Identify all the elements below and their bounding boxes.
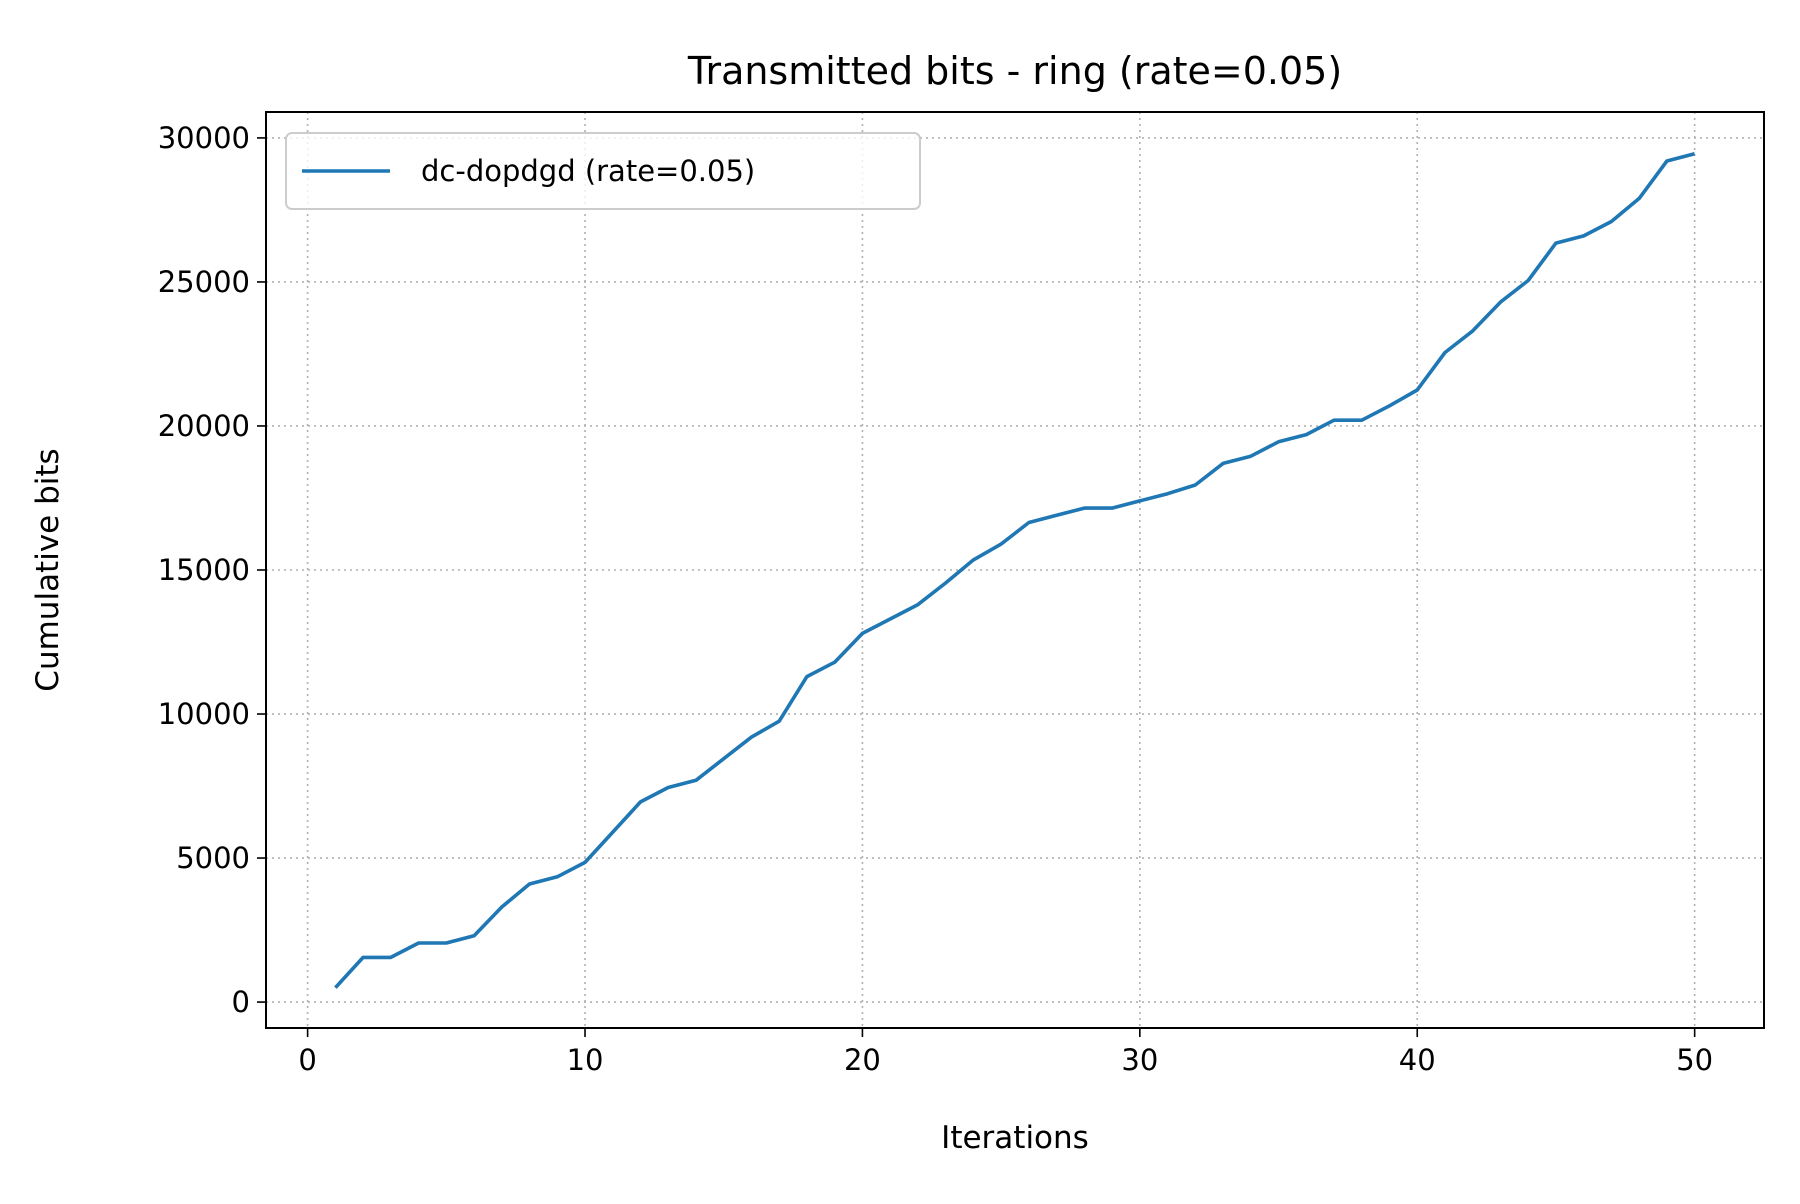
x-tick-label: 0 [298,1043,316,1077]
legend-label: dc-dopdgd (rate=0.05) [421,154,755,188]
series-lines [334,152,1696,989]
x-tick-label: 30 [1121,1043,1158,1077]
y-tick-label: 15000 [158,553,250,587]
y-tick-label: 10000 [158,697,250,731]
y-tick-label: 5000 [176,841,250,875]
x-tick-label: 50 [1676,1043,1713,1077]
x-tick-label: 40 [1399,1043,1436,1077]
y-tick-label: 30000 [158,121,250,155]
legend: dc-dopdgd (rate=0.05) [285,132,921,210]
y-tick-label: 20000 [158,409,250,443]
chart-title: Transmitted bits - ring (rate=0.05) [687,49,1342,93]
axis-ticks: 0 10 20 30 40 50 0 5000 10000 15000 20000 25000 3000… [158,121,1713,1077]
legend-box [285,132,921,210]
y-tick-label: 0 [232,985,250,1019]
x-axis-label: Iterations [941,1120,1089,1156]
series-line [334,152,1696,989]
y-tick-label: 25000 [158,265,250,299]
x-tick-label: 10 [567,1043,604,1077]
x-tick-label: 20 [844,1043,881,1077]
y-axis-label: Cumulative bits [30,448,66,691]
grid [266,112,1764,1028]
